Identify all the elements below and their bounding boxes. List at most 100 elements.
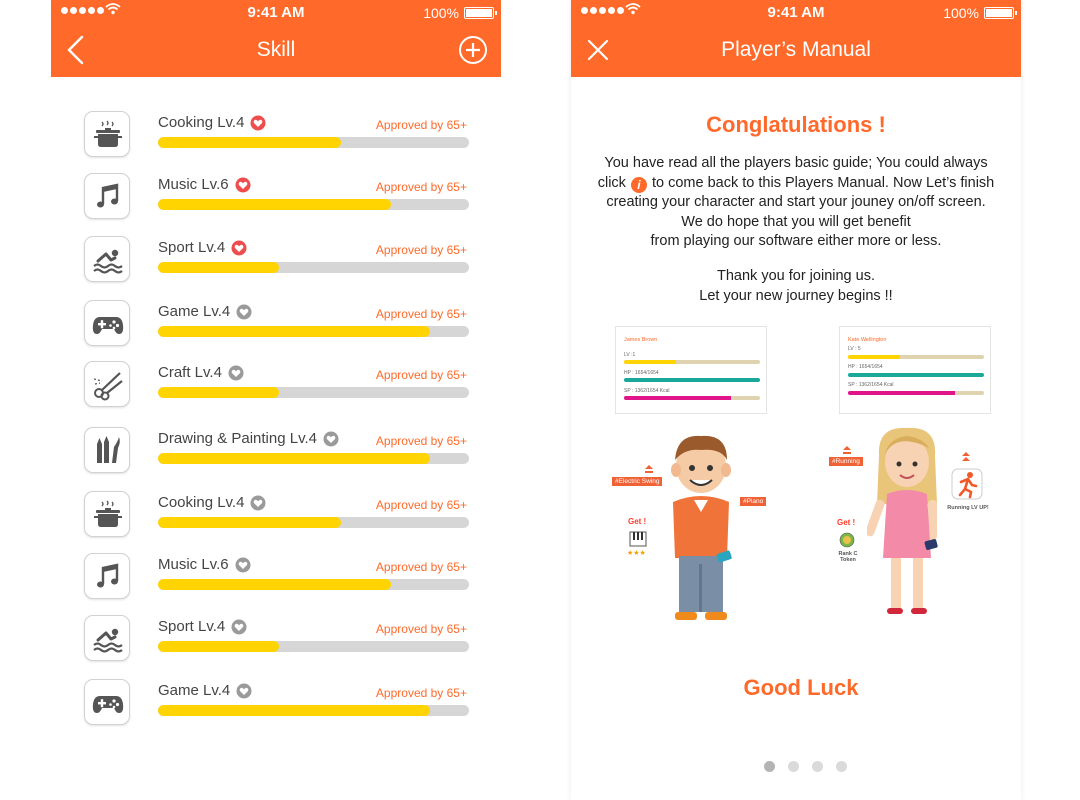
skill-row[interactable]: Music Lv.6 Approved by 65+ [51,553,501,613]
skill-progress-fill [158,387,280,398]
skill-progress-bar [158,262,469,273]
cooking-pot-icon[interactable] [84,491,130,537]
skill-label: Game Lv.4 [158,682,252,699]
wifi-icon [625,3,641,15]
status-time: 9:41 AM [767,4,825,21]
get-label: Get ! [837,518,856,527]
swimming-icon[interactable] [84,236,130,282]
gamepad-icon[interactable] [84,300,130,346]
skill-nav-bar: 9:41 AM 100% Skill [51,0,501,77]
heart-icon[interactable] [231,240,247,256]
level-bar [848,355,984,359]
skill-progress-fill [158,705,431,716]
skill-row[interactable]: Craft Lv.4 Approved by 65+ [51,361,501,421]
player-sp: SP : 1362/1654 Kcal [848,382,894,388]
skill-progress-bar [158,137,469,148]
skill-label: Music Lv.6 [158,176,251,193]
sp-bar [848,391,984,395]
status-bar: 9:41 AM 100% [571,0,1021,26]
heart-icon[interactable] [250,495,266,511]
wifi-icon [105,3,121,15]
skill-name: Music Lv.6 [158,176,229,193]
skill-row[interactable]: Game Lv.4 Approved by 65+ [51,679,501,739]
close-icon[interactable] [583,34,613,66]
signal-icon [61,7,104,14]
skill-label: Drawing & Painting Lv.4 [158,430,339,447]
heart-icon[interactable] [323,431,339,447]
heart-icon[interactable] [236,683,252,699]
skill-row[interactable]: Drawing & Painting Lv.4 Approved by 65+ [51,427,501,487]
swimming-icon[interactable] [84,615,130,661]
page-title: Skill [256,38,296,61]
running-level-label: Running LV UP! [947,505,989,511]
heart-icon[interactable] [235,557,251,573]
scissors-icon[interactable] [84,361,130,407]
skill-progress-fill [158,641,280,652]
skill-progress-fill [158,517,342,528]
skill-progress-bar [158,579,469,590]
gamepad-icon[interactable] [84,679,130,725]
skill-name: Drawing & Painting Lv.4 [158,430,317,447]
skill-progress-bar [158,453,469,464]
approved-count: Approved by 65+ [375,686,467,700]
good-luck-text: Good Luck [743,675,859,700]
heart-icon[interactable] [236,304,252,320]
approved-count: Approved by 65+ [375,498,467,512]
skill-name: Sport Lv.4 [158,618,226,635]
manual-body-text: You have read all the players basic guid… [581,154,1011,252]
battery-percent: 100% [423,5,459,21]
page-dot[interactable] [788,761,799,772]
player-sp: SP : 1362/1654 Kcal [624,388,670,394]
skill-progress-bar [158,387,469,398]
page-indicator [764,761,847,772]
heart-icon[interactable] [231,619,247,635]
player-name: James Brown [624,337,658,343]
skill-label: Game Lv.4 [158,303,252,320]
status-bar: 9:41 AM 100% [51,0,501,26]
skill-progress-fill [158,199,392,210]
piano-icon [629,531,647,547]
pencils-icon[interactable] [84,427,130,473]
tag-piano: #Piano [740,497,767,506]
skill-row[interactable]: Cooking Lv.4 Approved by 65+ [51,491,501,551]
body-line: You have read all the players basic guid… [604,155,988,171]
player-level: LV :1 [624,352,636,358]
music-note-icon[interactable] [84,173,130,219]
skill-row[interactable]: Cooking Lv.4 Approved by 65+ [51,111,501,171]
skill-label: Sport Lv.4 [158,239,247,256]
skill-name: Cooking Lv.4 [158,114,245,131]
battery-icon [464,7,497,19]
signal-icon [581,7,624,14]
thanks-line: Thank you for joining us. [717,268,875,284]
battery-icon [984,7,1017,19]
page-dot[interactable] [812,761,823,772]
approved-count: Approved by 65+ [375,307,467,321]
skill-row[interactable]: Sport Lv.4 Approved by 65+ [51,236,501,296]
approved-count: Approved by 65+ [375,243,467,257]
skill-name: Game Lv.4 [158,303,231,320]
page-dot[interactable] [836,761,847,772]
heart-icon[interactable] [250,115,266,131]
music-note-icon[interactable] [84,553,130,599]
skill-row[interactable]: Sport Lv.4 Approved by 65+ [51,615,501,675]
heart-icon[interactable] [235,177,251,193]
skill-progress-bar [158,705,469,716]
cooking-pot-icon[interactable] [84,111,130,157]
skill-progress-bar [158,517,469,528]
skill-row[interactable]: Game Lv.4 Approved by 65+ [51,300,501,360]
approved-count: Approved by 65+ [375,180,467,194]
skill-row[interactable]: Music Lv.6 Approved by 65+ [51,173,501,233]
add-circle-icon[interactable] [458,35,488,65]
page-dot[interactable] [764,761,775,772]
skill-progress-fill [158,326,431,337]
congratulations-heading: Conglatulations ! [706,112,886,137]
info-icon[interactable]: i [630,176,647,193]
skill-progress-fill [158,453,431,464]
back-arrow-icon[interactable] [63,34,93,66]
player-card-male: James Brown LV :1 HP : 1654/1654 SP : 13… [615,326,767,414]
player-hp: HP : 1654/1654 [848,364,883,370]
stars-rating: ★★★ [627,550,646,557]
skill-name: Cooking Lv.4 [158,494,245,511]
running-icon [951,468,983,500]
heart-icon[interactable] [228,365,244,381]
